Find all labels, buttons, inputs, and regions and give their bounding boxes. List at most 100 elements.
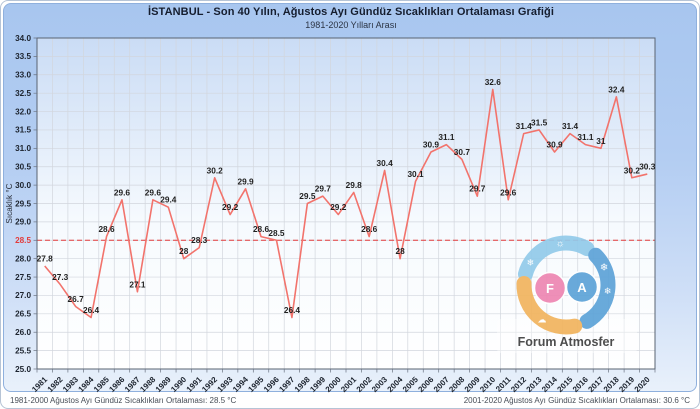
y-axis-labels: 25.0 25.5 26.0 26.5 27.0 27.5 28.0 28.5 29.0 29.5… bbox=[15, 34, 31, 374]
data-label: 30.1 bbox=[407, 169, 424, 179]
data-label: 29.2 bbox=[330, 202, 347, 212]
x-tick-label: 1995 bbox=[246, 375, 265, 394]
y-tick-label: 27.0 bbox=[15, 291, 31, 300]
x-tick-label: 2001 bbox=[339, 375, 358, 394]
data-label: 26.4 bbox=[284, 305, 301, 315]
x-tick-label: 1985 bbox=[92, 375, 111, 394]
x-tick-label: 1991 bbox=[185, 375, 204, 394]
y-tick-label: 33.5 bbox=[15, 52, 31, 61]
x-tick-label: 1996 bbox=[262, 375, 281, 394]
data-label: 29.4 bbox=[160, 195, 177, 205]
footer-note-left: 1981-2000 Ağustos Ayı Gündüz Sıcaklıklar… bbox=[10, 396, 237, 405]
data-label: 30.9 bbox=[423, 140, 440, 150]
y-tick-label: 29.0 bbox=[15, 218, 31, 227]
data-label: 32.6 bbox=[485, 77, 502, 87]
data-label: 30.3 bbox=[639, 162, 656, 172]
data-label: 29.9 bbox=[237, 176, 254, 186]
sun-icon: ☼ bbox=[556, 238, 565, 249]
x-tick-label: 1984 bbox=[77, 375, 96, 394]
x-tick-label: 1997 bbox=[277, 375, 296, 394]
x-tick-label: 2008 bbox=[447, 375, 466, 394]
y-tick-label: 25.5 bbox=[15, 346, 31, 355]
x-tick-label: 1986 bbox=[107, 375, 126, 394]
logo-letter-f: F bbox=[546, 281, 554, 296]
x-tick-label: 1998 bbox=[293, 375, 312, 394]
x-tick-label: 2003 bbox=[370, 375, 389, 394]
x-tick-label: 1982 bbox=[46, 375, 65, 394]
title-block: İSTANBUL - Son 40 Yılın, Ağustos Ayı Gün… bbox=[1, 6, 699, 30]
data-label: 31 bbox=[596, 136, 606, 146]
x-tick-label: 2019 bbox=[617, 375, 636, 394]
x-tick-label: 1989 bbox=[154, 375, 173, 394]
y-tick-label: 30.5 bbox=[15, 163, 31, 172]
x-tick-label: 1987 bbox=[123, 375, 142, 394]
x-tick-label: 1993 bbox=[216, 375, 235, 394]
y-tick-label: 29.5 bbox=[15, 199, 31, 208]
data-label: 29.6 bbox=[500, 187, 517, 197]
x-tick-label: 2002 bbox=[355, 375, 374, 394]
x-tick-label: 2013 bbox=[525, 375, 544, 394]
y-tick-label: 31.5 bbox=[15, 126, 31, 135]
logo-text: Forum Atmosfer bbox=[518, 335, 615, 349]
y-tick-label: 34.0 bbox=[15, 34, 31, 43]
data-label: 29.7 bbox=[315, 184, 332, 194]
x-tick-label: 2009 bbox=[463, 375, 482, 394]
x-tick-label: 2006 bbox=[416, 375, 435, 394]
snowflake-icon: ❄ bbox=[600, 262, 608, 273]
page-subtitle: 1981-2020 Yılları Arası bbox=[305, 20, 397, 30]
data-label: 31.1 bbox=[438, 132, 455, 142]
x-tick-label: 2007 bbox=[432, 375, 451, 394]
data-label: 30.4 bbox=[377, 158, 394, 168]
data-label: 28 bbox=[179, 246, 189, 256]
x-tick-label: 2011 bbox=[494, 375, 513, 394]
watermark-logo: ☼ ❄ ❄ ❄ ☁ F A Forum Atmosfer bbox=[497, 235, 637, 353]
y-tick-label: 27.5 bbox=[15, 273, 31, 282]
data-label: 26.4 bbox=[83, 305, 100, 315]
y-tick-label: 28.0 bbox=[15, 254, 31, 263]
y-tick-label: 32.5 bbox=[15, 89, 31, 98]
x-tick-label: 2000 bbox=[324, 375, 343, 394]
x-tick-label: 2014 bbox=[540, 375, 559, 394]
data-label: 28.6 bbox=[361, 224, 378, 234]
x-tick-label: 2012 bbox=[509, 375, 528, 394]
data-label: 29.6 bbox=[114, 187, 131, 197]
y-tick-label: 30.0 bbox=[15, 181, 31, 190]
y-tick-label: 31.0 bbox=[15, 144, 31, 153]
x-tick-label: 1983 bbox=[61, 375, 80, 394]
line-chart: 25.0 25.5 26.0 26.5 27.0 27.5 28.0 28.5 29.0 29.5… bbox=[5, 34, 656, 394]
y-tick-label: 32.0 bbox=[15, 107, 31, 116]
y-tick-label: 26.5 bbox=[15, 310, 31, 319]
x-tick-label: 2005 bbox=[401, 375, 420, 394]
x-tick-label: 2020 bbox=[633, 375, 652, 394]
x-tick-label: 1990 bbox=[169, 375, 188, 394]
data-label: 27.3 bbox=[52, 272, 69, 282]
x-axis-labels: 1981198219831984198519861987198819891990… bbox=[30, 375, 652, 394]
data-label: 28.5 bbox=[268, 228, 285, 238]
data-label: 28.3 bbox=[191, 235, 208, 245]
x-tick-label: 1994 bbox=[231, 375, 250, 394]
y-tick-label: 33.0 bbox=[15, 71, 31, 80]
data-label: 28 bbox=[395, 246, 405, 256]
x-tick-label: 2018 bbox=[602, 375, 621, 394]
data-label: 29.8 bbox=[346, 180, 363, 190]
x-tick-label: 1981 bbox=[30, 375, 49, 394]
data-labels: 27.827.326.726.428.629.627.129.629.42828… bbox=[37, 77, 656, 315]
data-label: 30.9 bbox=[546, 140, 563, 150]
x-tick-label: 2004 bbox=[386, 375, 405, 394]
y-tick-label: 25.0 bbox=[15, 365, 31, 374]
data-label: 30.2 bbox=[207, 165, 224, 175]
data-label: 27.8 bbox=[37, 254, 54, 264]
footer-note-right: 2001-2020 Ağustos Ayı Gündüz Sıcaklıklar… bbox=[463, 396, 690, 405]
data-label: 31.4 bbox=[562, 121, 579, 131]
data-label: 31.5 bbox=[531, 117, 548, 127]
snowflake-icon: ❄ bbox=[604, 286, 612, 296]
page-title: İSTANBUL - Son 40 Yılın, Ağustos Ayı Gün… bbox=[147, 6, 555, 18]
data-label: 28.6 bbox=[253, 224, 270, 234]
x-tick-label: 2017 bbox=[586, 375, 605, 394]
snowflake-icon: ❄ bbox=[527, 258, 535, 268]
data-label: 27.1 bbox=[129, 279, 146, 289]
y-axis-title: Sıcaklık °C bbox=[5, 183, 14, 223]
y-tick-label: 26.0 bbox=[15, 328, 31, 337]
data-label: 32.4 bbox=[608, 84, 625, 94]
data-line bbox=[44, 88, 648, 319]
